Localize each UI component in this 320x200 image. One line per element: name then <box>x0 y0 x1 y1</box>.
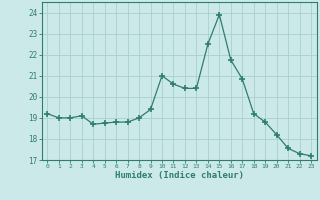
X-axis label: Humidex (Indice chaleur): Humidex (Indice chaleur) <box>115 171 244 180</box>
